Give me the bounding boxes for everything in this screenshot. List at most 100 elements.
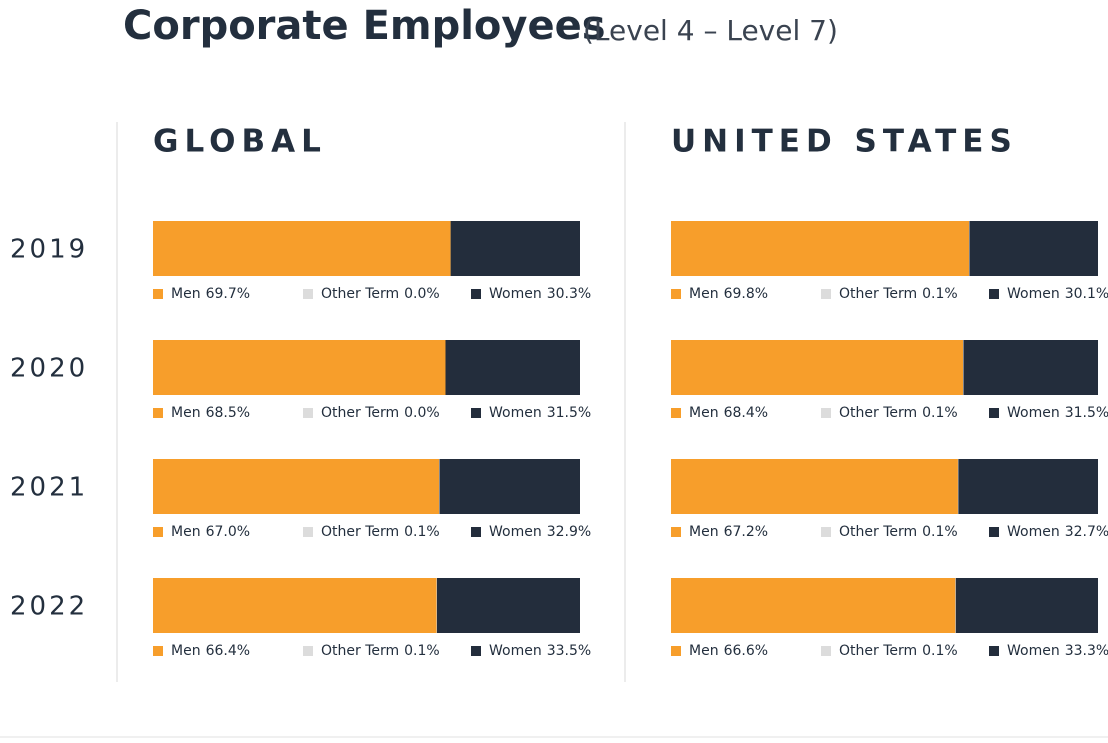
series-name: Other Term — [321, 286, 399, 302]
value-label: 0.0% — [404, 405, 440, 421]
legend-label: Other Term 0.0% — [321, 405, 440, 421]
legend-swatch — [821, 408, 831, 418]
legend-label: Men 67.0% — [171, 524, 250, 540]
legend-swatch — [303, 527, 313, 537]
legend-swatch — [303, 289, 313, 299]
legend-label: Other Term 0.1% — [839, 405, 958, 421]
legend-label: Women 30.3% — [489, 286, 591, 302]
value-label: 68.5% — [206, 405, 250, 421]
legend-label: Men 67.2% — [689, 524, 768, 540]
series-name: Women — [489, 643, 542, 659]
bar-segment — [439, 459, 580, 514]
bar-segment — [671, 578, 956, 633]
row-label: 2020 — [10, 354, 88, 384]
series-name: Other Term — [321, 524, 399, 540]
legend-label: Women 31.5% — [1007, 405, 1108, 421]
value-label: 32.9% — [547, 524, 591, 540]
legend-swatch — [153, 527, 163, 537]
bar-segment — [153, 221, 451, 276]
legend-swatch — [153, 646, 163, 656]
bar-segment — [153, 459, 440, 514]
series-name: Men — [171, 286, 201, 302]
value-label: 30.3% — [547, 286, 591, 302]
value-label: 30.1% — [1065, 286, 1108, 302]
series-name: Other Term — [321, 405, 399, 421]
series-name: Women — [489, 405, 542, 421]
series-name: Women — [1007, 643, 1060, 659]
bar-segment — [153, 578, 437, 633]
series-name: Men — [689, 524, 719, 540]
legend-swatch — [471, 527, 481, 537]
legend-label: Women 32.9% — [489, 524, 591, 540]
row-label: 2022 — [10, 592, 88, 622]
legend-label: Other Term 0.1% — [839, 643, 958, 659]
legend-label: Other Term 0.0% — [321, 286, 440, 302]
legend-swatch — [471, 289, 481, 299]
legend-swatch — [821, 527, 831, 537]
value-label: 0.1% — [922, 286, 958, 302]
series-name: Men — [689, 643, 719, 659]
legend-label: Women 32.7% — [1007, 524, 1108, 540]
legend-label: Other Term 0.1% — [321, 524, 440, 540]
value-label: 66.4% — [206, 643, 250, 659]
legend-label: Women 30.1% — [1007, 286, 1108, 302]
value-label: 33.5% — [547, 643, 591, 659]
chart-subtitle: (Level 4 – Level 7) — [583, 14, 838, 47]
value-label: 67.0% — [206, 524, 250, 540]
series-name: Men — [171, 643, 201, 659]
series-name: Women — [1007, 524, 1060, 540]
bar-segment — [955, 578, 1098, 633]
legend-swatch — [989, 408, 999, 418]
legend-label: Men 68.5% — [171, 405, 250, 421]
bar-segment — [671, 459, 958, 514]
series-name: Women — [489, 286, 542, 302]
legend-swatch — [671, 527, 681, 537]
series-name: Men — [689, 286, 719, 302]
value-label: 69.7% — [206, 286, 250, 302]
legend-swatch — [821, 646, 831, 656]
legend-swatch — [671, 408, 681, 418]
value-label: 32.7% — [1065, 524, 1108, 540]
legend-label: Men 69.7% — [171, 286, 250, 302]
series-name: Women — [1007, 286, 1060, 302]
series-name: Men — [689, 405, 719, 421]
series-name: Women — [489, 524, 542, 540]
bar-segment — [671, 340, 964, 395]
panel-title: UNITED STATES — [671, 124, 1018, 160]
legend-swatch — [989, 527, 999, 537]
value-label: 0.1% — [922, 643, 958, 659]
series-name: Other Term — [321, 643, 399, 659]
legend-label: Other Term 0.1% — [839, 286, 958, 302]
value-label: 69.8% — [724, 286, 768, 302]
panel-title: GLOBAL — [153, 124, 327, 160]
value-label: 68.4% — [724, 405, 768, 421]
legend-label: Women 33.3% — [1007, 643, 1108, 659]
legend-swatch — [989, 646, 999, 656]
legend-label: Men 66.6% — [689, 643, 768, 659]
bar-segment — [153, 340, 446, 395]
legend-swatch — [821, 289, 831, 299]
legend-label: Men 68.4% — [689, 405, 768, 421]
value-label: 33.3% — [1065, 643, 1108, 659]
legend-swatch — [153, 408, 163, 418]
series-name: Other Term — [839, 286, 917, 302]
series-name: Other Term — [839, 405, 917, 421]
bar-segment — [969, 221, 1098, 276]
bar-segment — [450, 221, 580, 276]
value-label: 31.5% — [1065, 405, 1108, 421]
legend-label: Men 69.8% — [689, 286, 768, 302]
legend-swatch — [303, 408, 313, 418]
series-name: Women — [1007, 405, 1060, 421]
legend-swatch — [471, 646, 481, 656]
bar-segment — [445, 340, 580, 395]
bar-segment — [436, 578, 580, 633]
chart-title: Corporate Employees — [123, 3, 606, 49]
legend-swatch — [671, 646, 681, 656]
legend-swatch — [471, 408, 481, 418]
row-label: 2019 — [10, 235, 88, 265]
legend-swatch — [671, 289, 681, 299]
bar-segment — [963, 340, 1098, 395]
legend-label: Other Term 0.1% — [839, 524, 958, 540]
bar-segment — [671, 221, 970, 276]
value-label: 0.1% — [922, 524, 958, 540]
